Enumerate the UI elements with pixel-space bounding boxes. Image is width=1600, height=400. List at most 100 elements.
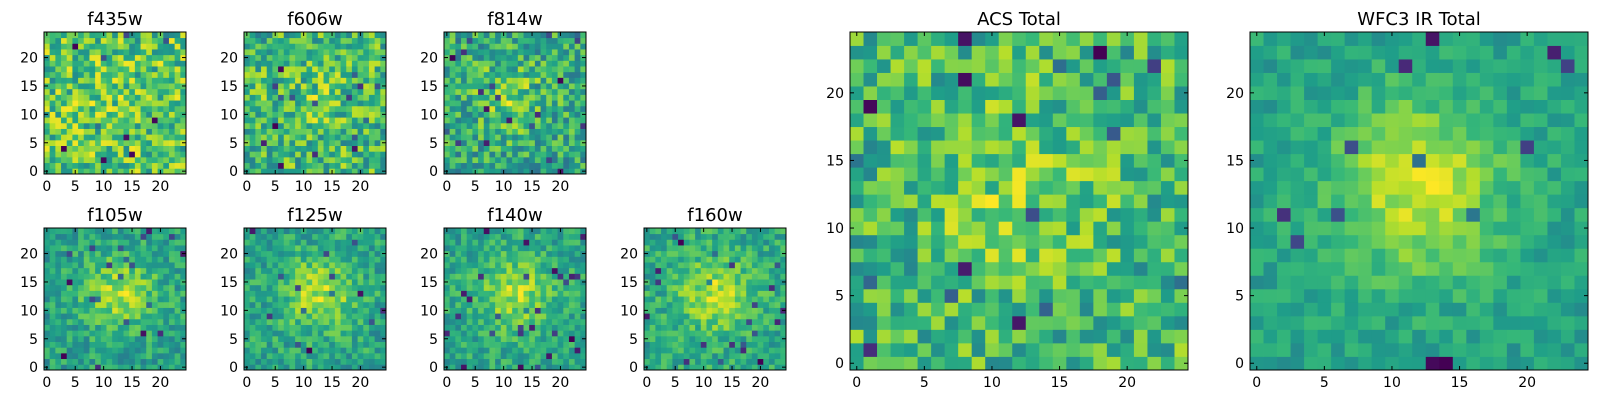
heatmap-cell (944, 329, 959, 344)
heatmap-cell (255, 88, 262, 95)
heatmap-cell (174, 233, 181, 240)
heatmap-cell (140, 313, 147, 320)
heatmap-cell (323, 83, 330, 90)
heatmap-cell (117, 279, 124, 286)
heatmap-cell (157, 352, 164, 360)
heatmap-cell (140, 273, 147, 280)
heatmap-cell (540, 60, 547, 67)
heatmap-cell (329, 139, 336, 146)
heatmap-cell (574, 60, 581, 67)
heatmap-cell (168, 32, 176, 39)
heatmap-cell (283, 324, 290, 331)
heatmap-cell (529, 245, 536, 252)
heatmap-cell (72, 156, 79, 164)
heatmap-cell (112, 284, 119, 291)
heatmap-cell (931, 288, 946, 303)
heatmap-cell (695, 307, 702, 314)
heatmap-cell (380, 324, 387, 331)
heatmap-cell (55, 296, 62, 303)
heatmap-cell (917, 248, 932, 263)
heatmap-cell (655, 290, 662, 297)
heatmap-cell (329, 83, 336, 90)
heatmap-cell (272, 49, 279, 56)
heatmap-cell (106, 307, 113, 314)
heatmap-cell (517, 262, 524, 269)
heatmap-cell (340, 256, 347, 263)
heatmap-cell (374, 228, 381, 235)
heatmap-cell (255, 156, 262, 164)
heatmap-cell (449, 296, 456, 303)
heatmap-cell (495, 83, 502, 90)
heatmap-cell (323, 43, 330, 50)
heatmap-cell (300, 239, 307, 246)
heatmap-cell (295, 352, 302, 360)
heatmap-cell (363, 324, 370, 331)
heatmap-cell (449, 318, 456, 325)
heatmap-cell (363, 341, 370, 348)
heatmap-cell (746, 358, 753, 365)
heatmap-cell (540, 168, 547, 175)
heatmap-cell (83, 301, 90, 308)
heatmap-cell (540, 151, 547, 158)
heatmap-cell (134, 83, 141, 90)
heatmap-cell (123, 168, 130, 175)
heatmap-cell (1120, 167, 1135, 182)
heatmap-cell (740, 318, 747, 325)
heatmap-cell (89, 88, 96, 95)
heatmap-cell (461, 122, 468, 129)
axes-frame (243, 227, 387, 371)
heatmap-cell (129, 301, 136, 308)
heatmap-cell (49, 352, 56, 360)
heatmap-cell (495, 168, 502, 175)
heatmap-cell (123, 122, 130, 129)
heatmap-cell (563, 364, 570, 371)
heatmap-cell (66, 364, 73, 371)
heatmap-cell (72, 267, 79, 274)
heatmap-cell (472, 330, 479, 337)
heatmap-cell (146, 267, 153, 274)
heatmap-cell (83, 54, 90, 61)
heatmap-cell (306, 239, 313, 246)
heatmap-cell (123, 151, 130, 158)
heatmap-cell (283, 105, 290, 112)
heatmap-cell (295, 88, 302, 95)
heatmap-cell (255, 134, 262, 141)
heatmap-cell (917, 261, 932, 276)
heatmap-cell (661, 250, 668, 257)
heatmap-cell (672, 267, 679, 274)
heatmap-cell (655, 324, 662, 331)
heatmap-cell (700, 284, 707, 291)
heatmap-cell (649, 233, 656, 240)
heatmap-cell (517, 60, 524, 67)
heatmap-cell (466, 296, 473, 303)
heatmap-cell (266, 318, 273, 325)
heatmap-cell (157, 335, 164, 342)
heatmap-cell (89, 262, 96, 269)
heatmap-cell (78, 32, 85, 39)
heatmap-cell (272, 122, 279, 129)
heatmap-cell (78, 168, 85, 175)
heatmap-cell (495, 128, 502, 135)
heatmap-cell (351, 335, 358, 342)
heatmap-cell (655, 267, 662, 274)
heatmap-cell (944, 153, 959, 168)
heatmap-cell (466, 88, 473, 95)
heatmap-cell (55, 284, 62, 291)
heatmap-cell (306, 256, 313, 263)
heatmap-cell (300, 122, 307, 129)
heatmap-cell (249, 262, 256, 269)
heatmap-cell (472, 145, 479, 152)
heatmap-cell (568, 256, 576, 263)
heatmap-cell (678, 290, 685, 297)
heatmap-cell (300, 256, 307, 263)
heatmap-cell (523, 32, 530, 39)
heatmap-cell (44, 284, 51, 291)
heatmap-cell (368, 256, 376, 263)
heatmap-cell (689, 296, 696, 303)
heatmap-cell (174, 267, 181, 274)
heatmap-cell (357, 267, 364, 274)
heatmap-cell (483, 330, 490, 337)
heatmap-cell (700, 239, 707, 246)
heatmap-cell (351, 364, 358, 371)
heatmap-cell (312, 233, 319, 240)
